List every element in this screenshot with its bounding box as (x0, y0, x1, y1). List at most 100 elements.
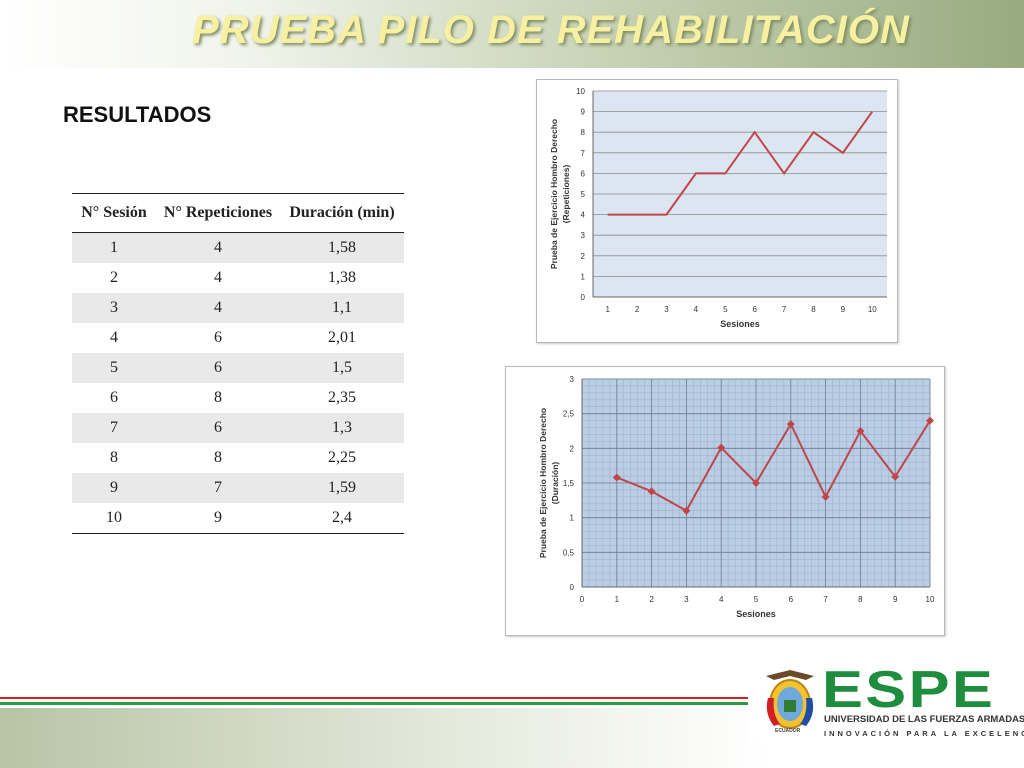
data-point (682, 506, 691, 515)
y-tick-label: 0,5 (563, 548, 575, 557)
y-tick-label: 2 (570, 444, 575, 453)
y-tick-label: 3 (581, 231, 586, 240)
espe-logo-text: ESPE (822, 661, 996, 719)
table-row: 9 7 1,59 (72, 473, 404, 503)
cell-session: 7 (72, 413, 156, 443)
cell-repetitions: 8 (214, 389, 222, 406)
y-tick-label: 3 (570, 375, 575, 384)
footer-stripe-white (0, 699, 748, 702)
table-row: 6 8 2,35 (72, 383, 404, 413)
cell-session: 1 (72, 232, 156, 263)
data-point (752, 479, 760, 487)
header-bar (0, 0, 1024, 68)
column-header-repetitions: N° Repeticiones (156, 193, 280, 233)
series-line (616, 420, 931, 513)
emblem-caption: ECUADOR (775, 728, 801, 734)
cell-session: 6 (110, 389, 118, 406)
x-tick-label: 10 (926, 595, 935, 604)
x-tick-label: 8 (858, 595, 863, 604)
cell-repetitions: 4 (156, 232, 280, 263)
x-axis-title: Sesiones (720, 319, 760, 329)
cell-duration: 2,4 (280, 503, 404, 534)
table-row: 10 9 2,4 (72, 503, 404, 534)
x-tick-label: 8 (811, 305, 816, 314)
data-point (717, 443, 726, 452)
x-tick-label: 5 (723, 305, 728, 314)
data-point (612, 473, 621, 482)
y-axis-title: Prueba de Ejercicio Hombro Derecho (538, 408, 548, 558)
y-axis-title: Prueba de Ejercicio Hombro Derecho (549, 119, 559, 269)
data-point (891, 472, 900, 481)
x-tick-label: 9 (893, 595, 898, 604)
university-motto: INNOVACIÓN PARA LA EXCELENCIA (824, 729, 1024, 738)
cell-session: 10 (72, 503, 156, 534)
y-tick-label: 1,5 (563, 479, 575, 488)
cell-repetitions: 9 (156, 503, 280, 534)
data-point (926, 416, 934, 425)
x-tick-label: 1 (605, 305, 610, 314)
section-subtitle: RESULTADOS (63, 102, 212, 127)
x-tick-label: 9 (841, 305, 846, 314)
cell-repetitions: 4 (214, 269, 222, 286)
y-tick-label: 2,5 (563, 410, 575, 419)
results-table: N° Sesión N° Repeticiones Duración (min)… (72, 193, 404, 534)
x-tick-label: 4 (719, 595, 724, 604)
cell-duration: 2,25 (328, 449, 356, 466)
cell-duration: 1,58 (280, 232, 404, 263)
university-name: UNIVERSIDAD DE LAS FUERZAS ARMADAS (824, 714, 1024, 725)
cell-duration: 1,38 (328, 269, 356, 286)
cell-duration: 1,1 (280, 293, 404, 323)
cell-repetitions: 7 (156, 473, 280, 503)
y-axis-title-unit: (Repeticiones) (561, 165, 571, 224)
slide-title: PRUEBA PILO DE REHABILITACIÓN (192, 8, 910, 52)
cell-repetitions: 6 (156, 353, 280, 383)
y-tick-label: 8 (581, 128, 586, 137)
table-row: 2 4 1,38 (72, 263, 404, 293)
table-row: 4 6 2,01 (72, 323, 404, 353)
cell-session: 3 (72, 293, 156, 323)
repetitions-chart: 0 1 2 3 4 5 6 7 8 9 10 1 2 3 4 5 6 7 8 9 10 Sesiones Prueba de… (536, 79, 898, 343)
ecuador-emblem-icon (766, 670, 814, 729)
data-point (786, 420, 795, 429)
cell-session: 5 (72, 353, 156, 383)
x-tick-label: 7 (782, 305, 787, 314)
x-tick-label: 5 (754, 595, 759, 604)
y-tick-label: 9 (581, 108, 586, 117)
x-tick-label: 3 (664, 305, 669, 314)
table-row: 3 4 1,1 (72, 293, 404, 323)
x-tick-label: 2 (635, 305, 640, 314)
x-tick-label: 6 (752, 305, 757, 314)
cell-repetitions: 6 (156, 413, 280, 443)
x-tick-label: 10 (868, 305, 877, 314)
table-row: 1 4 1,58 (72, 232, 404, 263)
cell-duration: 1,3 (280, 413, 404, 443)
duration-chart: 0 0,5 1 1,5 2 2,5 3 0 1 2 3 4 5 6 7 8 9 10 Sesiones Prueba … (505, 366, 945, 636)
y-axis-title-unit: (Duración) (550, 462, 560, 505)
cell-duration: 1,59 (280, 473, 404, 503)
table-row: 5 6 1,5 (72, 353, 404, 383)
cell-session: 9 (72, 473, 156, 503)
repetitions-chart-svg: 0 1 2 3 4 5 6 7 8 9 10 1 2 3 4 5 6 7 8 9 10 Sesiones Prueba de… (549, 87, 887, 329)
data-point (821, 492, 830, 501)
column-header-session: N° Sesión (72, 193, 156, 233)
y-tick-label: 7 (581, 149, 586, 158)
table-row: 7 6 1,3 (72, 413, 404, 443)
x-tick-label: 7 (823, 595, 828, 604)
cell-duration: 2,01 (328, 329, 356, 346)
footer-stripe-green (0, 702, 748, 705)
y-tick-label: 0 (570, 583, 575, 592)
cell-session: 8 (110, 449, 118, 466)
cell-session: 2 (110, 269, 118, 286)
cell-duration: 1,5 (280, 353, 404, 383)
x-axis-title: Sesiones (736, 609, 776, 619)
cell-repetitions: 6 (214, 329, 222, 346)
cell-repetitions: 8 (214, 449, 222, 466)
y-tick-label: 4 (581, 211, 586, 220)
footer-stripe-red (0, 697, 748, 699)
x-tick-label: 1 (615, 595, 620, 604)
series-line (607, 111, 874, 216)
cell-duration: 2,35 (328, 389, 356, 406)
data-point (856, 427, 865, 435)
table-header-row: N° Sesión N° Repeticiones Duración (min) (72, 193, 404, 233)
y-tick-label: 10 (576, 87, 585, 96)
